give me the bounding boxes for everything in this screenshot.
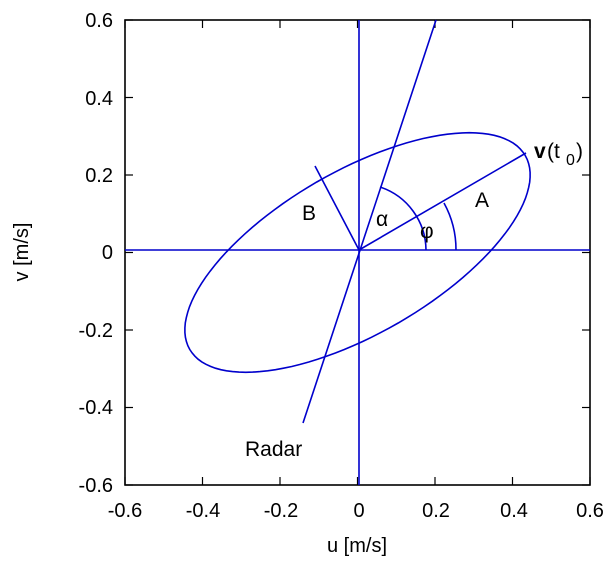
velocity-label-sub: 0 — [566, 152, 575, 169]
tick-marks — [124, 19, 591, 486]
alpha-arc — [379, 186, 427, 251]
x-tick-label: 0.6 — [576, 500, 604, 522]
x-tick-label: -0.6 — [108, 500, 142, 522]
x-tick-label: 0.4 — [500, 500, 528, 522]
x-tick-label: -0.2 — [264, 500, 298, 522]
x-tick-label: 0 — [353, 500, 364, 522]
label-phi: φ — [420, 220, 434, 243]
y-tick-label: 0.6 — [85, 10, 113, 32]
x-tick-label: 0.2 — [422, 500, 450, 522]
plot-frame — [124, 19, 591, 486]
velocity-label: v (t 0 ) — [534, 140, 583, 169]
label-alpha: α — [376, 208, 388, 231]
label-a: A — [475, 189, 489, 212]
y-tick-label: -0.4 — [79, 397, 113, 419]
y-tick-label: -0.6 — [79, 475, 113, 497]
velocity-label-paren-close: ) — [576, 140, 583, 163]
y-tick-label: 0.2 — [85, 165, 113, 187]
label-b: B — [302, 202, 316, 225]
y-tick-label: 0.4 — [85, 88, 113, 110]
radar-line — [302, 19, 437, 424]
major-axis-line — [358, 152, 527, 251]
velocity-ellipse — [184, 131, 531, 374]
y-tick-label: -0.2 — [79, 320, 113, 342]
y-axis-label: v [m/s] — [11, 223, 33, 282]
label-radar: Radar — [245, 438, 302, 461]
phi-arc — [443, 202, 457, 251]
velocity-label-v: v — [534, 140, 546, 163]
x-tick-label: -0.4 — [186, 500, 220, 522]
minor-axis-line — [314, 165, 360, 251]
y-tick-label: 0 — [102, 242, 113, 264]
y-tick-labels: 0.6 0.4 0.2 0 -0.2 -0.4 -0.6 — [79, 10, 113, 497]
x-tick-labels: -0.6 -0.4 -0.2 0 0.2 0.4 0.6 — [108, 500, 604, 522]
x-axis-label: u [m/s] — [327, 535, 387, 557]
velocity-label-paren: (t — [547, 140, 560, 163]
